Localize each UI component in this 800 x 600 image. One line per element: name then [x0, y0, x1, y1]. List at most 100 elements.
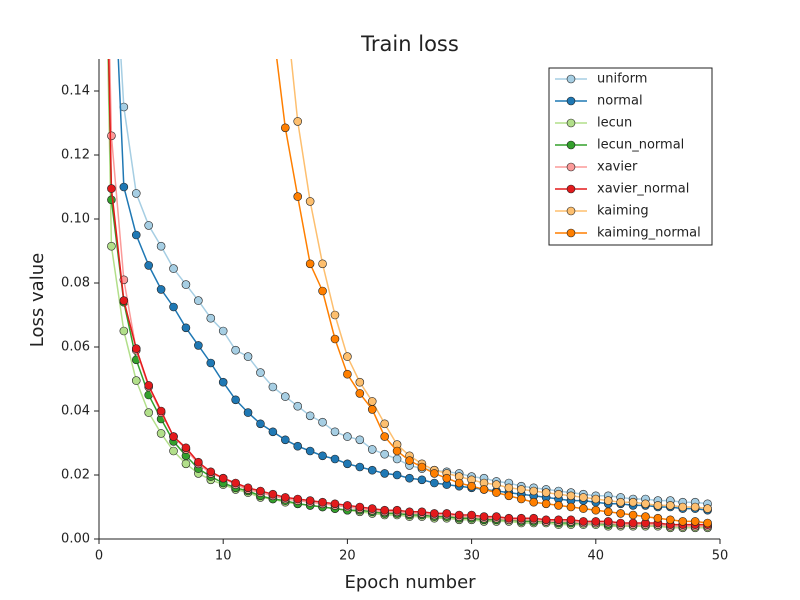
data-point — [641, 499, 650, 509]
legend-marker — [566, 184, 576, 194]
data-point — [218, 326, 228, 336]
data-point — [653, 501, 663, 510]
x-tick-label: 30 — [463, 549, 480, 564]
data-point — [405, 456, 414, 465]
data-point — [330, 454, 340, 464]
legend-box — [548, 67, 713, 246]
data-point — [343, 501, 352, 510]
data-point — [678, 502, 688, 512]
legend-label: kaiming — [597, 204, 649, 219]
legend-label: normal — [597, 94, 643, 109]
data-point — [628, 497, 638, 507]
legend-label: kaiming_normal — [597, 226, 701, 241]
data-point — [318, 286, 327, 296]
chart-title: Train loss — [360, 32, 459, 56]
y-axis-label: Loss value — [27, 253, 48, 347]
data-point — [566, 491, 576, 501]
data-point — [280, 392, 290, 401]
data-point — [231, 395, 240, 405]
data-point — [169, 432, 178, 441]
data-point — [194, 341, 203, 350]
data-point — [591, 517, 601, 526]
x-axis-label: Epoch number — [344, 572, 476, 593]
data-point — [194, 296, 203, 305]
data-point — [330, 334, 340, 344]
data-point — [280, 493, 290, 502]
data-point — [343, 352, 352, 361]
data-point — [492, 488, 501, 497]
data-point — [641, 512, 650, 521]
data-point — [256, 368, 265, 377]
data-point — [355, 462, 365, 472]
data-point — [504, 491, 514, 501]
legend-marker — [566, 140, 576, 150]
plot-area — [107, 0, 712, 533]
data-point — [579, 504, 588, 513]
data-point — [541, 515, 551, 525]
data-point — [330, 499, 340, 509]
legend-label: lecun_normal — [597, 138, 684, 153]
data-point — [380, 419, 389, 429]
data-point — [318, 259, 327, 269]
data-point — [231, 345, 240, 355]
data-point — [281, 0, 289, 5]
data-point — [579, 517, 588, 526]
data-point — [119, 326, 129, 336]
data-point — [417, 507, 427, 517]
data-point — [603, 517, 613, 526]
data-point — [318, 497, 327, 507]
data-point — [131, 376, 141, 385]
y-tick-label: 0.10 — [61, 212, 90, 227]
data-point — [554, 515, 563, 525]
data-point — [156, 285, 166, 294]
data-point — [181, 443, 191, 453]
data-point — [144, 221, 153, 230]
data-point — [467, 481, 476, 491]
data-point — [355, 389, 365, 398]
data-point — [603, 496, 613, 505]
data-point — [243, 483, 253, 493]
data-point — [343, 369, 352, 379]
data-point — [591, 505, 601, 515]
data-point — [268, 489, 278, 499]
legend-label: xavier — [597, 160, 638, 175]
data-point — [367, 465, 377, 475]
legend-label: xavier_normal — [597, 182, 689, 197]
data-point — [256, 486, 265, 496]
data-point — [131, 189, 141, 198]
data-point — [181, 459, 191, 469]
data-point — [343, 432, 352, 441]
data-point — [690, 502, 700, 512]
data-point — [454, 510, 464, 520]
data-point — [119, 296, 129, 305]
data-point — [504, 513, 514, 523]
data-point — [144, 381, 153, 390]
x-tick-label: 10 — [215, 549, 232, 564]
data-point — [367, 445, 377, 454]
data-point — [628, 510, 638, 520]
data-point — [405, 507, 414, 517]
data-point — [653, 513, 663, 523]
data-point — [107, 195, 116, 205]
y-tick-label: 0.04 — [61, 404, 90, 419]
y-tick-label: 0.02 — [61, 468, 90, 483]
data-point — [430, 478, 439, 488]
data-point — [305, 496, 315, 505]
data-point — [529, 486, 539, 496]
data-point — [293, 441, 303, 451]
data-point — [380, 505, 389, 515]
data-point — [690, 517, 700, 526]
data-point — [380, 432, 389, 441]
data-point — [529, 513, 539, 523]
legend-marker — [566, 74, 576, 84]
data-point — [430, 469, 439, 478]
data-point — [305, 411, 315, 421]
data-point — [355, 502, 365, 512]
x-tick-label: 20 — [339, 549, 356, 564]
data-point — [181, 280, 191, 289]
data-point — [591, 494, 601, 504]
data-point — [442, 509, 452, 518]
data-point — [529, 497, 539, 507]
data-point — [330, 427, 340, 437]
data-point — [554, 501, 563, 510]
